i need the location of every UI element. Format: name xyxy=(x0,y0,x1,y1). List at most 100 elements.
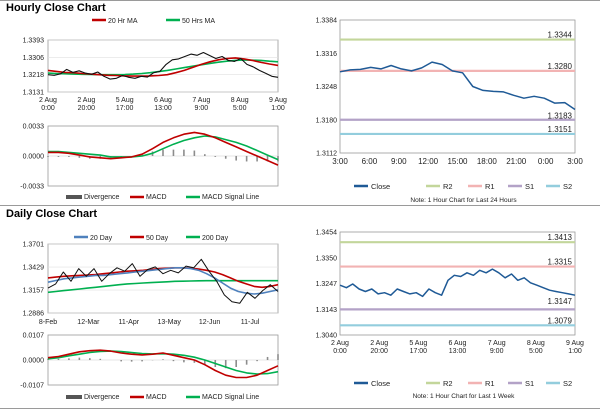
hourly-pivot-ytick-0: 1.3384 xyxy=(316,18,338,25)
daily-price-xlabel-4: 12-Jun xyxy=(199,319,221,326)
daily-legend-label-4: S2 xyxy=(563,379,572,388)
hourly-price-xlabel-2: 5 Aug xyxy=(116,97,134,104)
daily-price-xlabel-1: 12-Mar xyxy=(77,319,100,326)
hourly-legend-divergence-label: Divergence xyxy=(84,194,120,201)
daily-macd-ytick-2: -0.0107 xyxy=(20,383,44,390)
hourly-price-xlabel2-5: 5:00 xyxy=(233,105,247,112)
top-divider xyxy=(0,0,600,1)
daily-pivot-ytick-4: 1.3040 xyxy=(316,333,338,340)
daily-level-r2-label: 1.3413 xyxy=(548,233,573,242)
hourly-pivot-ytick-1: 1.3316 xyxy=(316,51,338,58)
daily-macd-line xyxy=(47,349,279,379)
hourly-legend-label-4: S2 xyxy=(563,182,572,191)
daily-price-xlabel-5: 11-Jul xyxy=(241,319,260,326)
hourly-price-xlabel2-1: 20:00 xyxy=(78,105,96,112)
daily-price-ytick-1: 1.3429 xyxy=(23,265,45,272)
hourly-section-title: Hourly Close Chart xyxy=(6,2,106,14)
daily-note: Note: 1 Hour Chart for Last 1 Week xyxy=(413,393,516,400)
daily-pivot-close-label: 1.3147 xyxy=(548,297,573,306)
daily-pivot-ytick-2: 1.3247 xyxy=(316,281,338,288)
daily-pivot-ytick-0: 1.3454 xyxy=(316,230,338,237)
daily-close-line xyxy=(47,258,279,304)
daily-level-s2-label: 1.3079 xyxy=(548,316,573,325)
hourly-legend-label-2: R1 xyxy=(485,182,495,191)
daily-price-ytick-2: 1.3157 xyxy=(23,288,45,295)
hourly-price-xlabel-3: 6 Aug xyxy=(154,97,172,104)
hourly-macd-ytick-0: 0.0033 xyxy=(23,124,45,131)
hourly-signal-line xyxy=(48,135,279,161)
hourly-macd-line xyxy=(48,131,279,166)
hourly-price-xlabel-1: 2 Aug xyxy=(77,97,95,104)
bottom-divider xyxy=(0,408,600,409)
hourly-price-xlabel2-4: 9:00 xyxy=(195,105,209,112)
hourly-pivot-xlabel-0: 3:00 xyxy=(332,157,348,166)
daily-pivot-xlabel-2: 5 Aug xyxy=(409,340,427,347)
legend-50hr-ma-label: 50 Hrs MA xyxy=(182,18,215,25)
daily-pivot-ytick-3: 1.3143 xyxy=(316,307,338,314)
hourly-note: Note: 1 Hour Chart for Last 24 Hours xyxy=(410,197,517,204)
hourly-legend-label-0: Close xyxy=(371,182,390,191)
hourly-pivot-close-label: 1.3183 xyxy=(548,111,573,120)
hourly-macd-ytick-1: 0.0000 xyxy=(23,154,45,161)
hourly-price-xlabel2-0: 0:00 xyxy=(41,105,55,112)
hourly-macd-ytick-2: -0.0033 xyxy=(20,184,44,191)
daily-price-xlabel-3: 13-May xyxy=(158,319,182,326)
daily-pivot-frame xyxy=(339,231,576,336)
daily-ma200-line xyxy=(47,279,278,294)
daily-pivot-xlabel2-5: 5:00 xyxy=(529,348,543,355)
hourly-pivot-xlabel-3: 12:00 xyxy=(418,157,439,166)
hourly-legend-label-3: S1 xyxy=(525,182,534,191)
hourly-price-xlabel2-6: 1:00 xyxy=(271,105,285,112)
daily-pivot-close-line xyxy=(339,268,576,298)
hourly-level-r1-label: 1.3280 xyxy=(548,62,573,71)
hourly-price-frame xyxy=(47,39,279,93)
daily-legend-divergence-label: Divergence xyxy=(84,394,120,401)
daily-legend-label-3: S1 xyxy=(525,379,534,388)
daily-level-r1-label: 1.3315 xyxy=(548,258,573,267)
hourly-price-ytick-1: 1.3306 xyxy=(23,55,45,62)
hourly-pivot-xlabel-7: 0:00 xyxy=(538,157,554,166)
daily-price-ytick-0: 1.3701 xyxy=(23,242,45,249)
legend-50day-label: 50 Day xyxy=(146,235,169,242)
daily-pivot-xlabel-6: 9 Aug xyxy=(566,340,584,347)
daily-legend-label-1: R2 xyxy=(443,379,453,388)
hourly-price-xlabel2-2: 17:00 xyxy=(116,105,134,112)
hourly-level-s2-label: 1.3151 xyxy=(548,125,573,134)
hourly-pivot-xlabel-2: 9:00 xyxy=(391,157,407,166)
daily-section-title: Daily Close Chart xyxy=(6,208,98,220)
legend-20hr-ma-label: 20 Hr MA xyxy=(108,18,138,25)
daily-legend-divergence-swatch xyxy=(66,395,82,399)
daily-pivot-xlabel-3: 6 Aug xyxy=(449,340,467,347)
daily-macd-ytick-0: 0.0107 xyxy=(23,333,45,340)
daily-pivot-xlabel-1: 2 Aug xyxy=(370,340,388,347)
daily-pivot-xlabel2-1: 20:00 xyxy=(370,348,388,355)
hourly-pivot-xlabel-5: 18:00 xyxy=(477,157,498,166)
legend-200day-label: 200 Day xyxy=(202,235,229,242)
daily-price-xlabel-2: 11-Apr xyxy=(119,319,140,326)
hourly-close-line xyxy=(47,51,279,80)
daily-legend-macd-label: MACD xyxy=(146,394,167,401)
hourly-legend-label-1: R2 xyxy=(443,182,453,191)
hourly-pivot-xlabel-4: 15:00 xyxy=(447,157,468,166)
daily-price-ytick-3: 1.2886 xyxy=(23,311,45,318)
daily-price-frame xyxy=(47,243,279,314)
hourly-price-xlabel-5: 8 Aug xyxy=(231,97,249,104)
hourly-price-xlabel2-3: 13:00 xyxy=(154,105,172,112)
hourly-price-xlabel-0: 2 Aug xyxy=(39,97,57,104)
legend-20day-label: 20 Day xyxy=(90,235,113,242)
hourly-price-xlabel-6: 9 Aug xyxy=(269,97,287,104)
daily-pivot-xlabel2-0: 0:00 xyxy=(333,348,347,355)
daily-pivot-xlabel2-2: 17:00 xyxy=(410,348,428,355)
daily-pivot-xlabel2-4: 9:00 xyxy=(490,348,504,355)
hourly-price-ytick-0: 1.3393 xyxy=(23,38,45,45)
hourly-level-r2-label: 1.3344 xyxy=(548,31,573,40)
hourly-price-xlabel-4: 7 Aug xyxy=(192,97,210,104)
daily-pivot-xlabel2-3: 13:00 xyxy=(449,348,467,355)
daily-pivot-xlabel-5: 8 Aug xyxy=(527,340,545,347)
hourly-pivot-frame xyxy=(339,19,576,154)
daily-pivot-xlabel2-6: 1:00 xyxy=(568,348,582,355)
hourly-pivot-ytick-3: 1.3180 xyxy=(316,117,338,124)
hourly-pivot-xlabel-8: 3:00 xyxy=(567,157,583,166)
daily-pivot-ytick-1: 1.3350 xyxy=(316,255,338,262)
